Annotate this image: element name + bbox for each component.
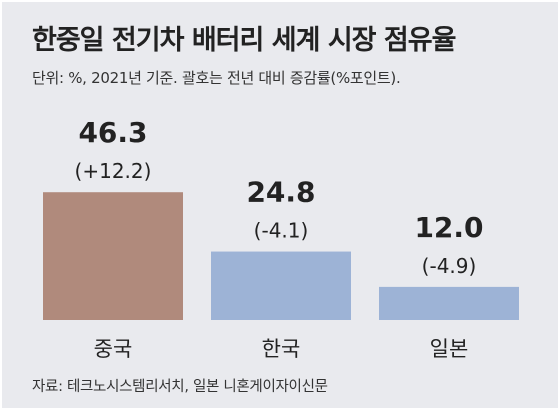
source-note: 자료: 테크노시스템리서치, 일본 니혼게이자이신문 xyxy=(32,379,328,395)
chart-title: 한중일 전기차 배터리 세계 시장 점유율 xyxy=(32,25,456,56)
value-label-0: 46.3 xyxy=(78,116,147,149)
chart-frame: 한중일 전기차 배터리 세계 시장 점유율 단위: %, 2021년 기준. 괄… xyxy=(2,2,558,408)
change-label-0: (+12.2) xyxy=(75,159,152,183)
bar-chart: 46.3 (+12.2) 중국 24.8 (-4.1) 한국 12.0 (-4.9) 일본 xyxy=(43,116,519,361)
change-label-1: (-4.1) xyxy=(254,219,309,243)
bar-1 xyxy=(211,251,351,320)
bar-0 xyxy=(43,192,183,320)
category-label-0: 중국 xyxy=(94,337,133,361)
value-label-1: 24.8 xyxy=(246,176,315,209)
chart-subtitle: 단위: %, 2021년 기준. 괄호는 전년 대비 증감률(%포인트). xyxy=(32,69,401,87)
value-label-2: 12.0 xyxy=(414,211,483,244)
category-label-1: 한국 xyxy=(262,337,301,361)
change-label-2: (-4.9) xyxy=(422,254,477,278)
bar-2 xyxy=(379,286,519,320)
category-label-2: 일본 xyxy=(430,337,469,361)
